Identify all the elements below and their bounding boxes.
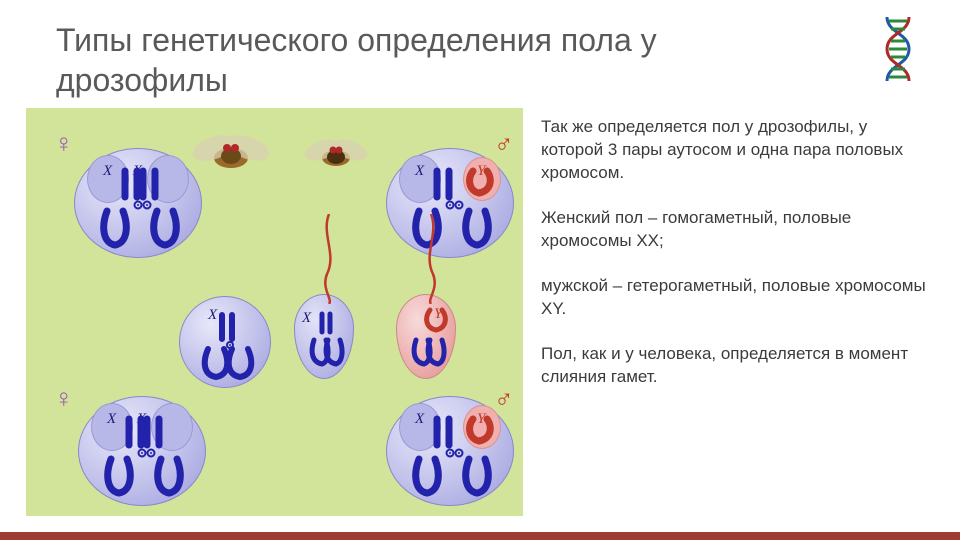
description-text: Так же определяется пол у дрозофилы, у к… <box>541 108 930 516</box>
accent-bar <box>0 532 960 540</box>
female-zygote-cell: X X <box>78 396 206 506</box>
sperm-x-cell: X <box>294 294 354 379</box>
female-fly-icon <box>191 126 271 181</box>
sperm-y-cell: Y <box>396 294 456 379</box>
egg-cell: X <box>179 296 271 388</box>
female-parent-cell: X X <box>74 148 202 258</box>
content-row: ♀ ♂ ♀ ♂ <box>56 108 930 516</box>
paragraph: Пол, как и у человека, определяется в мо… <box>541 343 930 389</box>
paragraph: Женский пол – гомогаметный, половые хром… <box>541 207 930 253</box>
female-symbol-icon: ♀ <box>54 383 74 414</box>
dna-icon <box>865 10 930 90</box>
paragraph: Так же определяется пол у дрозофилы, у к… <box>541 116 930 185</box>
male-parent-cell: X Y <box>386 148 514 258</box>
chromosome-diagram: ♀ ♂ ♀ ♂ <box>26 108 523 516</box>
paragraph: мужской – гетерогаметный, половые хромос… <box>541 275 930 321</box>
male-zygote-cell: X Y <box>386 396 514 506</box>
page-title: Типы генетического определения пола у др… <box>56 20 836 100</box>
slide: Типы генетического определения пола у др… <box>0 0 960 540</box>
female-symbol-icon: ♀ <box>54 128 74 159</box>
male-fly-icon <box>301 130 371 178</box>
